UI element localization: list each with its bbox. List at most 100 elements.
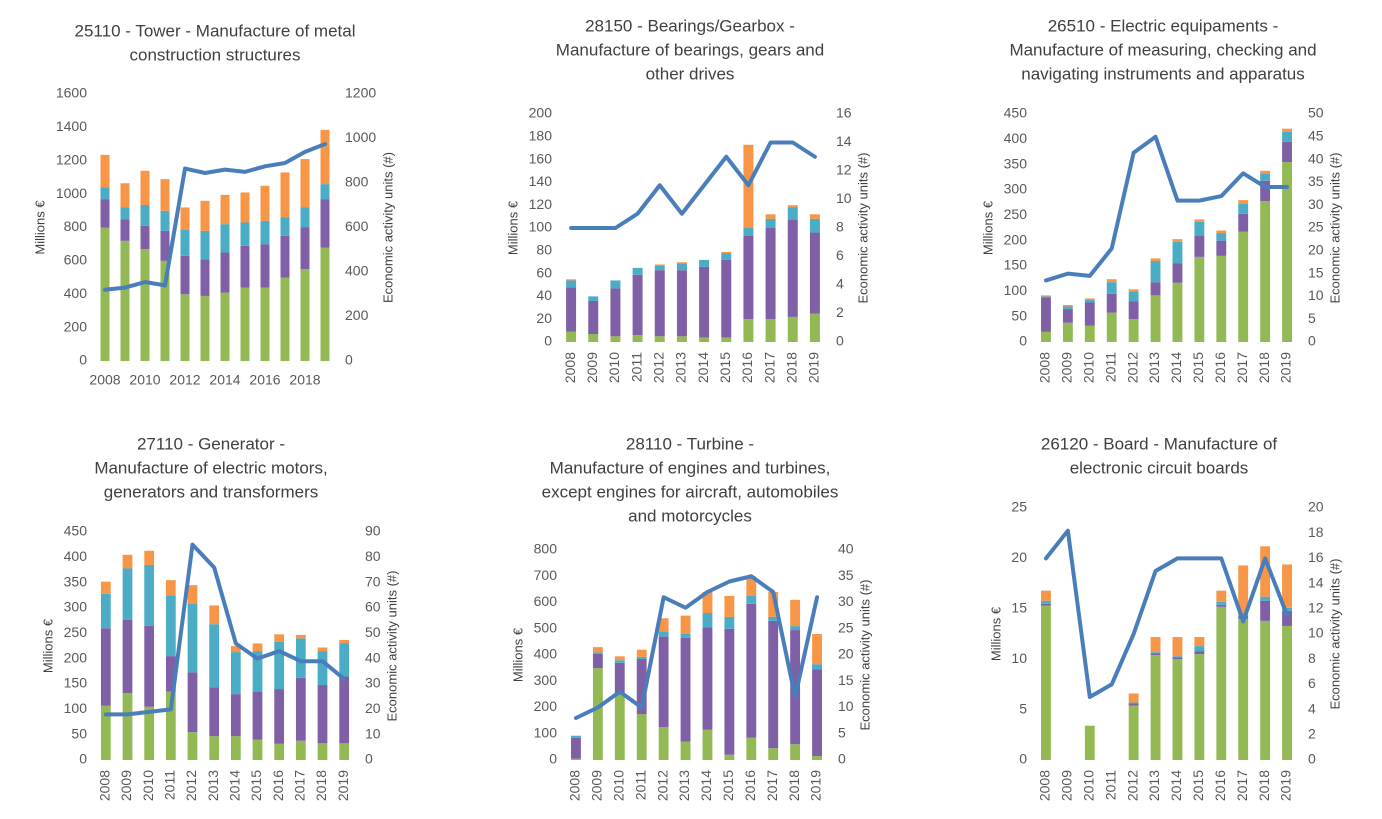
- bar-segment: [636, 658, 647, 715]
- bar-segment: [209, 624, 220, 688]
- bar-segment: [100, 581, 111, 594]
- bar-segment: [339, 743, 350, 760]
- bar-segment: [187, 672, 198, 733]
- bar-segment: [317, 685, 328, 744]
- x-tick-label: 2009: [1059, 352, 1075, 383]
- bar-segment: [699, 266, 710, 338]
- y2-tick-label: 200: [345, 307, 369, 323]
- bar-segment: [1260, 600, 1271, 621]
- bar-segment: [790, 744, 801, 760]
- bar-segment: [122, 693, 133, 760]
- bar-segment: [165, 691, 176, 760]
- y-tick-label: 150: [1004, 257, 1028, 273]
- bar-segment: [614, 662, 625, 695]
- x-tick-label: 2015: [248, 770, 264, 801]
- bar-segment: [746, 595, 757, 604]
- chart-title: except engines for aircraft, automobiles: [542, 482, 839, 501]
- y2-tick-label: 15: [1308, 264, 1324, 280]
- bar-segment: [636, 656, 647, 659]
- bar-segment: [592, 647, 603, 653]
- x-tick-label: 2014: [698, 770, 714, 801]
- x-tick-label: 2017: [1234, 770, 1250, 801]
- bar-segment: [1238, 231, 1249, 342]
- x-tick-label: 2008: [1037, 352, 1053, 383]
- bar-segment: [743, 319, 754, 342]
- y-tick-label: 200: [64, 318, 88, 334]
- y-tick-label: 400: [64, 548, 88, 564]
- y2-tick-label: 50: [1308, 105, 1324, 121]
- bar-segment: [100, 227, 110, 361]
- bar-segment: [209, 687, 220, 737]
- y-tick-label: 300: [64, 599, 88, 615]
- bar-segment: [699, 259, 710, 267]
- y2-axis-title: Economic activity units (#): [384, 571, 399, 722]
- x-tick-label: 2014: [1168, 352, 1184, 383]
- x-tick-label: 2012: [183, 770, 199, 801]
- x-tick-label: 2015: [1190, 770, 1206, 801]
- bar-segment: [721, 259, 732, 338]
- y2-tick-label: 30: [838, 593, 854, 609]
- bar-segment: [220, 292, 230, 361]
- bar-segment: [1260, 620, 1271, 760]
- y-tick-label: 200: [1004, 231, 1028, 247]
- bar-segment: [1150, 655, 1161, 760]
- bar-segment: [787, 205, 798, 208]
- bar-segment: [200, 259, 210, 296]
- bar-segment: [160, 260, 170, 361]
- y-tick-label: 450: [64, 523, 88, 539]
- bar-segment: [1216, 601, 1227, 605]
- bar-segment: [1150, 258, 1161, 261]
- y-tick-label: 0: [1019, 751, 1027, 767]
- x-tick-label: 2013: [673, 352, 689, 383]
- y-tick-label: 400: [1004, 130, 1028, 146]
- bar-segment: [100, 199, 110, 228]
- bar-segment: [768, 620, 779, 749]
- y-tick-label: 20: [1011, 549, 1027, 565]
- bar-segment: [658, 618, 669, 632]
- bar-segment: [746, 603, 757, 738]
- bar-segment: [812, 634, 822, 665]
- bar-segment: [122, 568, 133, 620]
- bar-segment: [636, 714, 647, 760]
- x-tick-label: 2015: [717, 352, 733, 383]
- y2-tick-label: 5: [838, 724, 846, 740]
- bar-segment: [260, 287, 270, 361]
- bar-segment: [680, 634, 691, 638]
- bar-segment: [1062, 309, 1073, 323]
- y-tick-label: 800: [534, 541, 558, 557]
- x-tick-label: 2012: [1124, 770, 1140, 801]
- bar-segment: [1172, 656, 1183, 658]
- bar-segment: [1216, 230, 1227, 234]
- bar-segment: [809, 313, 820, 342]
- y2-tick-label: 80: [365, 548, 381, 564]
- bar-segment: [1216, 240, 1227, 256]
- y2-tick-label: 4: [1308, 700, 1316, 716]
- bar-segment: [636, 649, 647, 657]
- x-tick-label: 2012: [654, 770, 670, 801]
- bar-segment: [140, 249, 150, 361]
- bar-segment: [317, 743, 328, 760]
- bar-segment: [1128, 705, 1139, 760]
- chart-title: navigating instruments and apparatus: [1021, 64, 1305, 83]
- bar-segment: [1128, 693, 1139, 703]
- y2-axis-title: Economic activity units (#): [855, 153, 870, 304]
- bar-segment: [1172, 263, 1183, 283]
- bar-segment: [230, 736, 241, 760]
- y2-tick-label: 10: [365, 725, 381, 741]
- x-tick-label: 2017: [292, 770, 308, 801]
- y2-tick-label: 30: [1308, 196, 1324, 212]
- y-tick-label: 100: [529, 219, 553, 235]
- bar-segment: [1172, 657, 1183, 660]
- bar-segment: [144, 625, 155, 707]
- x-tick-label: 2015: [1190, 352, 1206, 383]
- bar-segment: [100, 593, 111, 629]
- x-tick-label: 2017: [1234, 352, 1250, 383]
- y-axis-title: Millions €: [32, 200, 47, 255]
- y2-tick-label: 35: [1308, 173, 1324, 189]
- bar-segment: [632, 267, 643, 275]
- bar-segment: [160, 230, 170, 261]
- bar-segment: [812, 664, 822, 670]
- bar-segment: [1041, 590, 1051, 601]
- x-tick-label: 2011: [1102, 770, 1118, 800]
